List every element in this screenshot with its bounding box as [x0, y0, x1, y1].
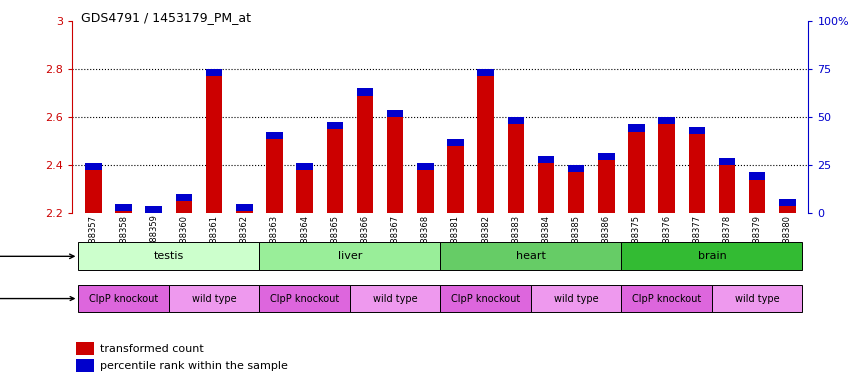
Bar: [749, 172, 765, 213]
Text: liver: liver: [338, 251, 362, 262]
Bar: [598, 153, 614, 161]
Text: ClpP knockout: ClpP knockout: [89, 293, 158, 304]
Text: ClpP knockout: ClpP knockout: [451, 293, 520, 304]
Bar: [621, 243, 802, 270]
Bar: [357, 88, 374, 213]
Bar: [85, 163, 102, 170]
Bar: [531, 285, 621, 313]
Text: wild type: wild type: [554, 293, 598, 304]
Bar: [417, 163, 434, 213]
Text: ClpP knockout: ClpP knockout: [270, 293, 340, 304]
Bar: [417, 163, 434, 170]
Bar: [357, 88, 374, 96]
Bar: [260, 243, 441, 270]
Text: wild type: wild type: [191, 293, 237, 304]
Text: testis: testis: [154, 251, 184, 262]
Text: wild type: wild type: [373, 293, 418, 304]
Bar: [507, 117, 524, 213]
Text: heart: heart: [516, 251, 545, 262]
Text: wild type: wild type: [735, 293, 780, 304]
Bar: [779, 199, 796, 213]
Bar: [538, 156, 554, 163]
Bar: [477, 69, 494, 76]
Bar: [441, 243, 621, 270]
Bar: [327, 122, 343, 129]
Bar: [477, 69, 494, 213]
Bar: [688, 127, 705, 134]
Bar: [441, 285, 531, 313]
Text: GDS4791 / 1453179_PM_at: GDS4791 / 1453179_PM_at: [81, 12, 251, 25]
Bar: [85, 163, 102, 213]
Bar: [387, 110, 403, 213]
Bar: [621, 285, 712, 313]
Bar: [146, 206, 162, 213]
Bar: [266, 132, 283, 213]
Text: percentile rank within the sample: percentile rank within the sample: [100, 361, 288, 371]
Bar: [447, 139, 464, 213]
Bar: [688, 127, 705, 213]
Bar: [507, 117, 524, 124]
Bar: [78, 243, 260, 270]
Bar: [296, 163, 313, 170]
Bar: [568, 165, 585, 213]
Bar: [78, 285, 168, 313]
Bar: [568, 165, 585, 172]
Bar: [266, 132, 283, 139]
Bar: [719, 158, 735, 165]
Text: brain: brain: [698, 251, 726, 262]
Bar: [598, 153, 614, 213]
Bar: [206, 69, 222, 76]
Bar: [659, 117, 675, 124]
Bar: [175, 194, 192, 213]
Bar: [749, 172, 765, 180]
Bar: [779, 199, 796, 206]
Text: tissue: tissue: [0, 251, 74, 262]
Bar: [116, 204, 132, 213]
Bar: [712, 285, 802, 313]
Bar: [260, 285, 350, 313]
Text: ClpP knockout: ClpP knockout: [632, 293, 701, 304]
Bar: [236, 204, 253, 213]
Bar: [628, 124, 645, 213]
Bar: [327, 122, 343, 213]
Bar: [175, 194, 192, 201]
Bar: [387, 110, 403, 117]
Bar: [116, 204, 132, 211]
Bar: [538, 156, 554, 213]
Bar: [76, 342, 94, 355]
Bar: [628, 124, 645, 132]
Bar: [206, 69, 222, 213]
Bar: [659, 117, 675, 213]
Bar: [76, 359, 94, 372]
Bar: [447, 139, 464, 146]
Bar: [296, 163, 313, 213]
Bar: [236, 204, 253, 211]
Bar: [146, 206, 162, 213]
Bar: [719, 158, 735, 213]
Bar: [168, 285, 260, 313]
Text: genotype/variation: genotype/variation: [0, 293, 74, 304]
Text: transformed count: transformed count: [100, 344, 204, 354]
Bar: [350, 285, 440, 313]
